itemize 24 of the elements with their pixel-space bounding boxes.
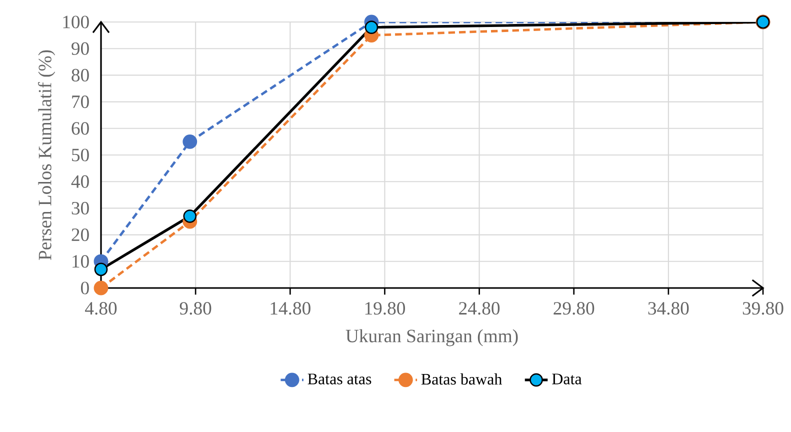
x-tick-label: 9.80 [180, 302, 212, 315]
y-axis-title: Persen Lolos Kumulatif (%) [38, 50, 56, 260]
y-tick-label: 0 [81, 282, 89, 294]
x-tick-label: 39.80 [742, 302, 784, 315]
x-tick-label: 34.80 [648, 302, 689, 315]
y-tick-label: 10 [72, 255, 89, 268]
x-tick-label: 14.80 [270, 302, 310, 315]
y-tick-label: 50 [72, 148, 89, 162]
y-tick-label: 30 [72, 202, 89, 215]
y-tick-label: 60 [72, 122, 89, 135]
x-axis-title: Ukuran Saringan (mm) [346, 329, 518, 346]
y-tick-label: 70 [72, 95, 89, 108]
legend-label: Data [552, 374, 582, 384]
x-tick-label: 24.80 [459, 302, 500, 315]
x-tick-label: 29.80 [554, 302, 594, 315]
y-tick-label: 40 [71, 175, 89, 188]
x-tick-label: 19.80 [365, 302, 405, 315]
y-tick-label: 80 [72, 68, 89, 82]
legend-label: Batas atas [308, 374, 372, 384]
legend-label: Batas bawah [421, 373, 502, 385]
y-tick-label: 20 [72, 228, 89, 242]
x-tick-label: 4.80 [85, 302, 117, 315]
y-tick-label: 100 [63, 16, 89, 28]
y-tick-label: 90 [72, 42, 89, 55]
